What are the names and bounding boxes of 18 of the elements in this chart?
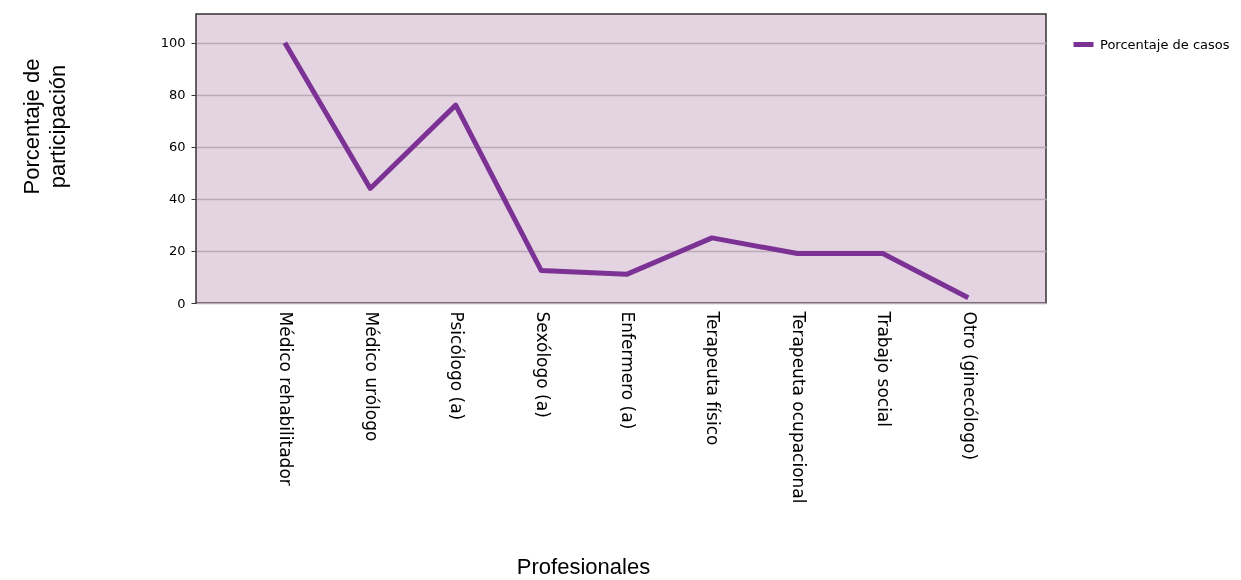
y-axis-title: Porcentaje de participación: [18, 58, 70, 195]
x-tick-label: Enfermero (a): [618, 311, 639, 430]
y-tick-label: 0: [177, 295, 186, 311]
x-tick-label: Médico urólogo: [361, 311, 382, 442]
y-tick-label: 100: [160, 35, 186, 51]
x-tick-label: Psicólogo (a): [447, 311, 468, 421]
y-tick-label: 60: [168, 139, 186, 155]
x-tick-label: Terapeuta ocupacional: [788, 310, 809, 504]
x-axis-title: Profesionales: [516, 553, 651, 579]
y-tick-label: 20: [168, 243, 186, 259]
x-tick-label: Otro (ginecólogo): [959, 311, 980, 461]
y-tick-label: 40: [168, 191, 186, 207]
x-tick-label: Médico rehabilitador: [276, 311, 297, 486]
x-tick-label: Sexólogo (a): [532, 311, 553, 418]
legend-label: Porcentaje de casos: [1100, 36, 1230, 52]
x-tick-label: Terapeuta físico: [703, 310, 724, 446]
x-tick-label: Trabajo social: [874, 310, 895, 427]
y-tick-label: 80: [168, 87, 186, 103]
